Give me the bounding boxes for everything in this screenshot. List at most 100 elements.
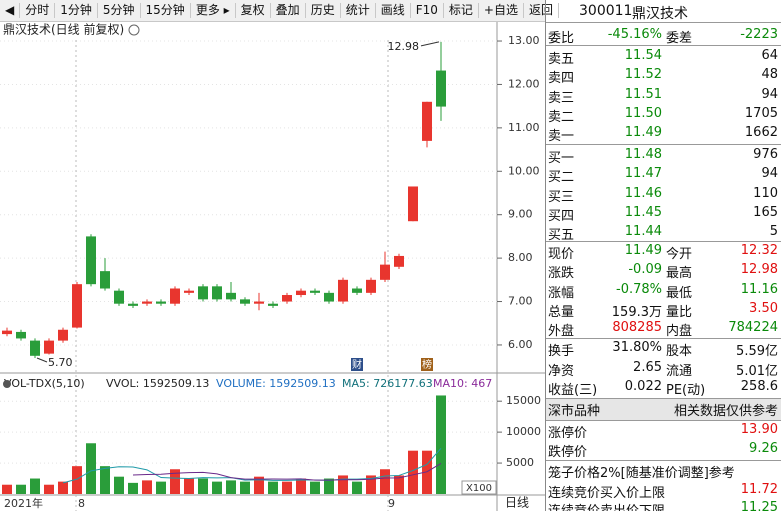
volume-bar [44,484,54,494]
quote-text: 9.26 [749,441,778,456]
quote-text: 收益(三) [548,383,598,398]
volume-readout: MA10: 467 [433,377,492,390]
toolbar-button[interactable]: 历史 [306,3,341,18]
toolbar-button[interactable]: F10 [411,3,444,18]
quote-text: 13.90 [740,422,778,437]
quote-text: 相关数据仅供参考 [673,404,778,419]
quote-row: 现价 11.49 今开 12.32 [546,242,781,262]
event-marker [421,358,433,371]
order-book-row: 买三 11.46 110 [546,185,781,205]
volume-bar [128,482,138,494]
toolbar-button[interactable]: 5分钟 [98,3,141,18]
volume-bar [156,481,166,494]
candle-body [198,286,208,300]
toolbar-button[interactable]: 复权 [236,3,271,18]
quote-row: 净资 2.65 流通 5.01亿 [546,359,781,379]
quote-text: 买五 [548,228,575,244]
quote-text: 11.25 [740,500,778,511]
quote-text: 11.47 [624,166,662,182]
separator [546,45,781,46]
quote-text: 165 [753,204,778,220]
quote-text: 12.32 [740,243,778,258]
candle-body [2,330,12,335]
ma-line [62,447,442,484]
toolbar-button[interactable]: +自选 [479,3,524,18]
quote-text: 12.98 [740,262,778,278]
volume-bar [100,466,110,494]
annotation: 5.70 [48,356,73,369]
toolbar: ◀ 分时 1分钟 5分钟 15分钟 更多 ▸ 复权 叠加 历史 统计 画线 F10 标记 +自选 返回 [0,0,559,22]
quote-text: -0.09 [628,262,662,278]
toolbar-button[interactable]: 更多 ▸ [191,3,236,18]
toolbar-button[interactable]: 返回 [524,3,559,18]
event-marker-label: 财 [352,358,362,371]
candle-body [142,301,152,304]
volume-bar [72,466,82,494]
quote-text: 买四 [548,208,575,224]
menu-icon [3,380,11,388]
quote-text: 连续竞价买入价上限 [548,486,666,501]
toolbar-button[interactable]: 标记 [444,3,479,18]
x-axis-label: 9 [388,497,395,510]
quote-text: 5.59亿 [736,344,778,359]
y-tick-label: 10.00 [508,164,540,177]
quote-text: 2.65 [633,359,662,375]
order-book-row: 卖四 11.52 48 [546,66,781,87]
quote-text: 11.48 [624,147,662,162]
y-tick-label: 9.00 [508,208,533,221]
event-marker [351,358,363,371]
separator [546,460,781,461]
toolbar-button[interactable]: 15分钟 [141,3,191,18]
candle-body [58,329,68,341]
quote-text: 976 [753,147,778,162]
quote-text: 808285 [612,320,662,336]
candle-body [338,279,348,302]
quote-text: 涨幅 [548,285,575,301]
quote-panel: 300011 鼎汉技术 委比 -45.16% 委差 -2223 卖五 11.54 64 卖四 11.… [545,0,781,511]
quote-text: 784224 [728,320,778,336]
y-tick-label: 5000 [506,456,534,469]
quote-text: 委比 [548,31,575,46]
event-marker-label: 榜 [422,358,432,371]
toolbar-button[interactable]: 叠加 [271,3,306,18]
toolbar-button[interactable]: 统计 [341,3,376,18]
quote-text: 11.49 [624,243,662,258]
quote-text: 11.44 [624,224,662,240]
quote-text: 净资 [548,363,575,379]
volume-bar [254,476,264,494]
volume-bar [226,480,236,494]
candle-body [394,255,404,267]
quote-row: 连续竞价买入价上限 11.72 [546,481,781,501]
quote-text: 11.52 [624,67,662,83]
chart-title: 鼎汉技术(日线 前复权) [3,22,124,37]
y-tick-label: 12.00 [508,77,540,90]
quote-text: 卖四 [548,71,575,87]
annotation-arrow [36,357,48,363]
quote-text: 卖二 [548,109,575,125]
quote-text: 总量 [548,304,575,320]
quote-text: 量比 [666,304,693,320]
quote-text: 159.3万 [611,304,662,320]
back-icon[interactable]: ◀ [0,3,21,18]
toolbar-button[interactable]: 1分钟 [55,3,98,18]
volume-bar [58,481,68,494]
quote-row: 委比 -45.16% 委差 -2223 [546,26,781,46]
quote-text: 11.16 [740,281,778,297]
candle-body [366,279,376,293]
toolbar-button[interactable]: 画线 [376,3,411,18]
toolbar-button[interactable]: 分时 [20,3,56,18]
volume-bar [310,481,320,494]
quote-text: -0.78% [616,281,662,297]
quote-row: 总量 159.3万 量比 3.50 [546,300,781,320]
period-label: 日线 [505,496,529,510]
order-book-row: 卖一 11.49 1662 [546,124,781,144]
volume-bar [170,469,180,494]
menu-icon[interactable] [128,24,140,36]
volume-bar [2,484,12,494]
ma-line [132,462,442,481]
candle-body [422,101,432,141]
volume-bar [324,478,334,494]
candle-body [44,340,54,354]
section-header: 深市品种 相关数据仅供参考 [546,398,781,421]
